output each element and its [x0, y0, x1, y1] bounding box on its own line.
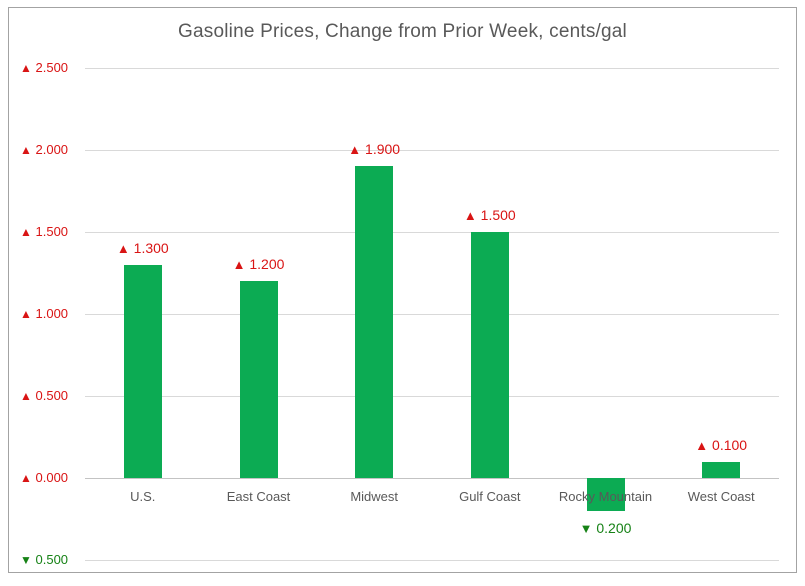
bar	[586, 478, 625, 511]
x-category-label: West Coast	[687, 489, 755, 504]
gridline	[85, 68, 779, 69]
up-triangle-icon: ▲	[232, 257, 246, 273]
x-category-label: U.S.	[130, 489, 156, 504]
up-triangle-icon: ▲	[20, 143, 32, 157]
bar	[355, 166, 394, 478]
y-axis-tick-label: ▼ 0.500	[20, 552, 69, 567]
y-axis-tick-label: ▲ 0.500	[20, 388, 69, 403]
bar-value-label: ▲ 1.200	[232, 256, 285, 273]
down-triangle-icon: ▼	[20, 553, 32, 567]
y-axis-tick-label: ▲ 2.500	[20, 60, 69, 75]
y-axis-tick-label: ▲ 2.000	[20, 142, 69, 157]
bar-value-label: ▲ 0.100	[695, 436, 748, 453]
gridline	[85, 150, 779, 151]
x-category-label: Gulf Coast	[459, 489, 521, 504]
x-category-label: East Coast	[226, 489, 291, 504]
bar	[702, 461, 741, 478]
bar	[123, 264, 162, 478]
chart-title: Gasoline Prices, Change from Prior Week,…	[178, 21, 627, 42]
bar-value-label: ▲ 1.500	[463, 207, 516, 223]
up-triangle-icon: ▲	[116, 240, 130, 256]
y-axis-tick-label: ▲ 1.500	[20, 224, 69, 239]
zero-axis-line	[85, 478, 779, 479]
down-triangle-icon: ▼	[579, 520, 593, 536]
gridline	[85, 560, 779, 561]
bar-value-label: ▲ 1.900	[348, 141, 401, 158]
up-triangle-icon: ▲	[20, 225, 32, 239]
up-triangle-icon: ▲	[20, 307, 32, 321]
bar	[470, 232, 509, 478]
y-axis-tick-label: ▲ 1.000	[20, 306, 69, 321]
bar-value-label: ▼ 0.200	[579, 519, 632, 536]
up-triangle-icon: ▲	[20, 389, 32, 403]
up-triangle-icon: ▲	[348, 142, 362, 158]
gridline	[85, 314, 779, 315]
up-triangle-icon: ▲	[463, 208, 477, 223]
gridline	[85, 396, 779, 397]
x-category-label: Rocky Mountain	[558, 489, 653, 504]
up-triangle-icon: ▲	[695, 437, 709, 453]
up-triangle-icon: ▲	[20, 471, 32, 485]
bar-value-label: ▲ 1.300	[116, 239, 169, 256]
y-axis-tick-label: ▲ 0.000	[20, 470, 69, 485]
gridline	[85, 232, 779, 233]
bar	[239, 281, 278, 478]
up-triangle-icon: ▲	[20, 61, 32, 75]
x-category-label: Midwest	[350, 489, 399, 504]
